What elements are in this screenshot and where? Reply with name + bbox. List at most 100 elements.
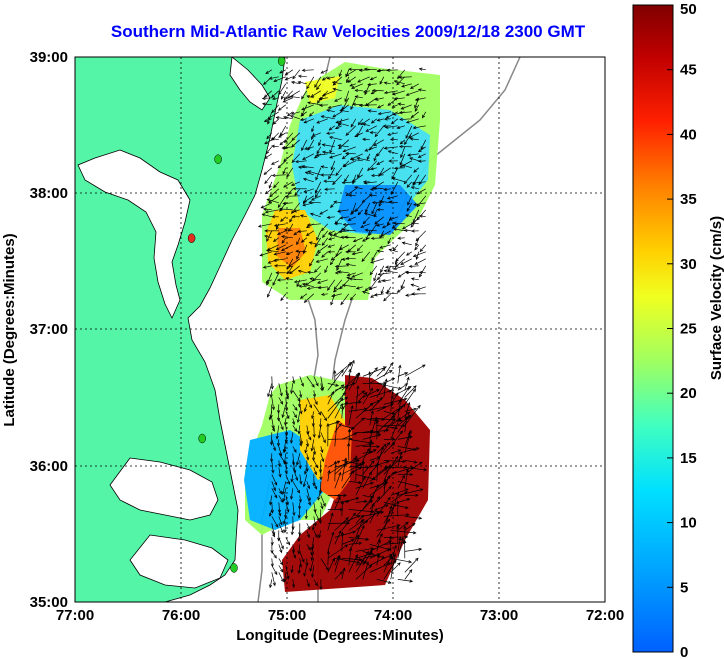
velocity-arrow bbox=[291, 565, 294, 573]
velocity-arrow bbox=[348, 554, 358, 573]
velocity-arrow-head bbox=[307, 546, 311, 551]
velocity-arrow bbox=[397, 383, 408, 391]
velocity-arrow-head bbox=[413, 407, 418, 411]
velocity-arrow bbox=[264, 139, 272, 145]
velocity-arrow-head bbox=[289, 218, 293, 223]
velocity-arrow bbox=[338, 122, 349, 127]
station-marker bbox=[187, 233, 196, 243]
velocity-arrow-head bbox=[376, 445, 381, 449]
velocity-arrow bbox=[364, 286, 371, 292]
velocity-arrow-head bbox=[267, 393, 271, 398]
velocity-arrow-head bbox=[345, 73, 350, 77]
velocity-arrow bbox=[279, 125, 287, 136]
velocity-arrow-head bbox=[408, 264, 413, 268]
velocity-arrow-head bbox=[287, 541, 291, 546]
velocity-arrow bbox=[373, 272, 378, 281]
velocity-arrow-head bbox=[392, 412, 397, 416]
velocity-arrow bbox=[265, 69, 272, 74]
velocity-arrow-head bbox=[392, 112, 397, 116]
velocity-arrow bbox=[327, 532, 334, 552]
velocity-arrow-head bbox=[401, 241, 406, 245]
velocity-arrow bbox=[284, 132, 294, 143]
velocity-arrow-head bbox=[371, 502, 375, 507]
velocity-arrow bbox=[369, 418, 385, 420]
velocity-arrow-head bbox=[405, 293, 409, 297]
velocity-arrow-head bbox=[309, 262, 313, 267]
velocity-arrow-head bbox=[369, 495, 374, 499]
velocity-arrow bbox=[348, 558, 364, 562]
velocity-arrow bbox=[376, 504, 389, 510]
velocity-arrow bbox=[335, 167, 343, 176]
velocity-arrow bbox=[376, 554, 380, 566]
velocity-arrow bbox=[326, 132, 335, 134]
y-tick: 36:00 bbox=[30, 458, 68, 475]
velocity-arrow bbox=[348, 439, 374, 444]
velocity-arrow bbox=[306, 523, 311, 530]
velocity-arrow bbox=[355, 443, 372, 447]
velocity-arrow-head bbox=[276, 278, 281, 282]
velocity-arrow-head bbox=[387, 150, 392, 154]
velocity-arrow-head bbox=[280, 578, 284, 583]
velocity-arrow-head bbox=[327, 231, 332, 235]
velocity-arrow-head bbox=[279, 392, 283, 397]
velocity-arrow bbox=[303, 195, 314, 203]
velocity-arrow-head bbox=[362, 476, 366, 480]
velocity-arrow-head bbox=[322, 503, 326, 507]
velocity-arrow-head bbox=[331, 294, 335, 298]
velocity-arrow-head bbox=[358, 541, 363, 545]
velocity-arrow bbox=[319, 97, 328, 100]
velocity-arrow-head bbox=[362, 122, 367, 127]
velocity-arrow-head bbox=[266, 135, 270, 140]
velocity-arrow bbox=[265, 146, 273, 154]
velocity-arrow-head bbox=[279, 561, 284, 566]
velocity-arrow-head bbox=[409, 472, 414, 477]
velocity-arrow-head bbox=[340, 531, 345, 536]
velocity-arrow-head bbox=[266, 198, 271, 202]
velocity-arrow bbox=[341, 406, 344, 419]
velocity-arrow-head bbox=[275, 524, 279, 528]
velocity-arrow bbox=[284, 523, 287, 533]
velocity-arrow bbox=[329, 125, 336, 131]
velocity-arrow bbox=[296, 453, 301, 466]
velocity-arrow bbox=[339, 69, 343, 77]
velocity-arrow-head bbox=[369, 439, 373, 443]
velocity-arrow bbox=[303, 565, 308, 577]
velocity-arrow-head bbox=[411, 229, 415, 233]
velocity-arrow-head bbox=[346, 442, 351, 447]
velocity-arrow bbox=[379, 200, 391, 204]
velocity-arrow bbox=[278, 397, 283, 405]
velocity-arrow bbox=[357, 76, 370, 83]
velocity-arrow bbox=[379, 76, 385, 85]
velocity-arrow bbox=[261, 202, 272, 209]
velocity-arrow-head bbox=[363, 212, 368, 216]
velocity-arrow-head bbox=[298, 506, 302, 510]
velocity-arrow-head bbox=[346, 273, 351, 277]
velocity-arrow bbox=[405, 125, 413, 139]
velocity-arrow bbox=[351, 202, 357, 214]
velocity-arrow bbox=[278, 495, 284, 503]
velocity-arrow-head bbox=[328, 175, 332, 180]
velocity-arrow bbox=[397, 537, 404, 559]
velocity-arrow bbox=[312, 132, 321, 137]
velocity-arrow-head bbox=[371, 257, 375, 262]
velocity-arrow bbox=[338, 118, 343, 127]
velocity-arrow bbox=[404, 416, 408, 433]
velocity-arrow bbox=[341, 532, 343, 552]
velocity-arrow-head bbox=[309, 277, 314, 281]
velocity-arrow bbox=[384, 270, 398, 274]
velocity-arrow-head bbox=[369, 550, 373, 555]
velocity-arrow bbox=[324, 180, 335, 183]
velocity-arrow-head bbox=[344, 396, 349, 400]
velocity-arrow bbox=[298, 166, 307, 169]
velocity-arrow bbox=[283, 446, 287, 453]
velocity-arrow bbox=[389, 249, 398, 253]
velocity-arrow bbox=[390, 392, 399, 405]
velocity-arrow-head bbox=[399, 405, 404, 409]
velocity-arrow bbox=[404, 469, 409, 489]
velocity-arrow-head bbox=[414, 104, 418, 109]
velocity-arrow bbox=[413, 202, 426, 206]
velocity-arrow-head bbox=[356, 385, 360, 389]
velocity-arrow bbox=[283, 181, 293, 188]
velocity-arrow bbox=[374, 216, 385, 225]
velocity-arrow bbox=[362, 388, 373, 405]
